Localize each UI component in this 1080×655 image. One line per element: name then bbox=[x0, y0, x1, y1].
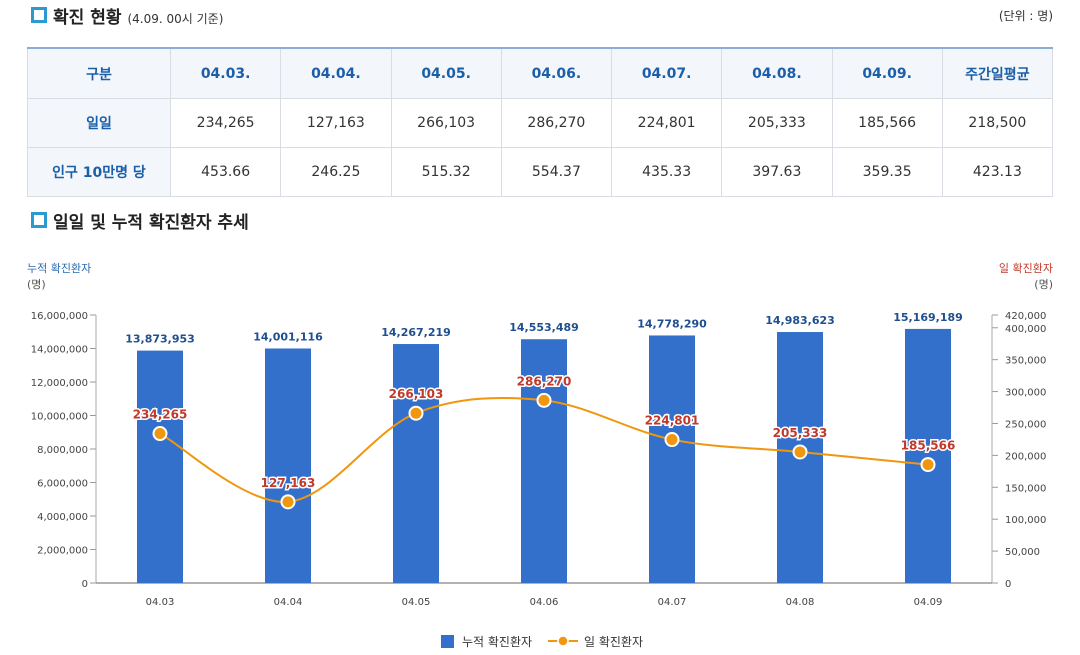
right-axis-unit: (명) bbox=[1034, 278, 1053, 291]
right-axis-tick-label: 150,000 bbox=[1005, 483, 1046, 494]
right-axis-tick-label: 400,000 bbox=[1005, 324, 1046, 335]
table-column-header: 주간일평균 bbox=[941, 47, 1054, 99]
bar-data-label: 14,001,116 bbox=[253, 330, 323, 343]
line-data-label: 185,566 bbox=[901, 439, 956, 453]
table-cell: 423.13 bbox=[941, 147, 1054, 197]
section-marker-icon bbox=[31, 7, 47, 23]
x-axis-tick-label: 04.05 bbox=[402, 597, 431, 608]
table-cell: 435.33 bbox=[610, 147, 723, 197]
table-cell: 234,265 bbox=[169, 98, 282, 148]
stats-table: 구분 04.03. 04.04. 04.05. 04.06. 04.07. 04.08. 04… bbox=[27, 47, 1054, 197]
line-data-label: 127,163 bbox=[261, 476, 316, 490]
line-data-label: 266,103 bbox=[389, 387, 444, 401]
x-axis-tick-label: 04.07 bbox=[658, 597, 687, 608]
left-axis-tick-label: 14,000,000 bbox=[31, 345, 88, 356]
legend-line-label: 일 확진환자 bbox=[584, 635, 643, 649]
line-data-label: 205,333 bbox=[773, 426, 828, 440]
right-axis-tick-label: 0 bbox=[1005, 579, 1011, 590]
section-marker-icon bbox=[31, 212, 47, 228]
x-axis-tick-label: 04.03 bbox=[146, 597, 175, 608]
line-data-label: 234,265 bbox=[133, 408, 188, 422]
bar-data-label: 14,778,290 bbox=[637, 317, 707, 330]
right-axis-tick-label: 250,000 bbox=[1005, 419, 1046, 430]
unit-label: (단위 : 명) bbox=[998, 9, 1053, 23]
table-cell: 359.35 bbox=[831, 147, 943, 197]
table-row-header: 일일 bbox=[27, 98, 171, 148]
table-row-header: 인구 10만명 당 bbox=[27, 147, 171, 197]
table-cell: 266,103 bbox=[390, 98, 502, 148]
table-cell: 286,270 bbox=[500, 98, 613, 148]
left-axis-tick-label: 16,000,000 bbox=[31, 311, 88, 322]
bar-cumulative bbox=[393, 344, 439, 583]
bar-data-label: 13,873,953 bbox=[125, 333, 195, 346]
line-point bbox=[920, 457, 936, 473]
left-axis-tick-label: 6,000,000 bbox=[37, 479, 88, 490]
table-column-header: 04.04. bbox=[280, 47, 392, 99]
left-axis-tick-label: 0 bbox=[82, 579, 88, 590]
table-cell: 453.66 bbox=[169, 147, 282, 197]
legend-bar-label: 누적 확진환자 bbox=[462, 635, 532, 649]
line-point bbox=[664, 432, 680, 448]
bar-data-label: 14,553,489 bbox=[509, 321, 579, 334]
x-axis-tick-label: 04.04 bbox=[274, 597, 303, 608]
bar-data-label: 14,983,623 bbox=[765, 314, 835, 327]
line-data-label: 224,801 bbox=[645, 414, 700, 428]
table-column-header: 04.03. bbox=[169, 47, 282, 99]
bar-cumulative bbox=[649, 335, 695, 583]
x-axis-tick-label: 04.08 bbox=[786, 597, 815, 608]
left-axis-tick-label: 2,000,000 bbox=[37, 546, 88, 557]
left-axis-tick-label: 8,000,000 bbox=[37, 445, 88, 456]
table-row: 인구 10만명 당 453.66 246.25 515.32 554.37 435.33 3… bbox=[27, 147, 1054, 197]
line-data-label: 286,270 bbox=[517, 374, 572, 388]
table-column-header: 구분 bbox=[27, 47, 171, 99]
left-axis-tick-label: 12,000,000 bbox=[31, 378, 88, 389]
page-subtitle: (4.09. 00시 기준) bbox=[127, 12, 224, 26]
left-axis-label: 누적 확진환자 bbox=[27, 262, 91, 275]
line-point bbox=[792, 444, 808, 460]
bar-cumulative bbox=[905, 328, 951, 583]
bar-data-label: 14,267,219 bbox=[381, 326, 451, 339]
bar-cumulative bbox=[137, 350, 183, 583]
line-point bbox=[152, 426, 168, 442]
right-axis-tick-label: 420,000 bbox=[1005, 311, 1046, 322]
table-row: 일일 234,265 127,163 266,103 286,270 224,801 205… bbox=[27, 98, 1054, 148]
line-point bbox=[280, 494, 296, 510]
legend-bar-swatch bbox=[441, 635, 454, 648]
table-cell: 554.37 bbox=[500, 147, 613, 197]
x-axis-tick-label: 04.09 bbox=[914, 597, 943, 608]
bar-data-label: 15,169,189 bbox=[893, 311, 963, 324]
right-axis-tick-label: 200,000 bbox=[1005, 451, 1046, 462]
legend-line-marker bbox=[557, 635, 569, 647]
bar-cumulative bbox=[265, 348, 311, 583]
right-axis-label: 일 확진환자 bbox=[999, 261, 1053, 275]
table-column-header: 04.08. bbox=[721, 47, 833, 99]
bar-cumulative bbox=[521, 339, 567, 583]
right-axis-tick-label: 100,000 bbox=[1005, 515, 1046, 526]
x-axis-tick-label: 04.06 bbox=[530, 597, 559, 608]
page-title: 확진 현황 (4.09. 00시 기준) bbox=[53, 8, 224, 28]
left-axis-tick-label: 4,000,000 bbox=[37, 512, 88, 523]
table-column-header: 04.06. bbox=[500, 47, 613, 99]
table-cell: 515.32 bbox=[390, 147, 502, 197]
table-cell: 205,333 bbox=[721, 98, 833, 148]
right-axis-tick-label: 300,000 bbox=[1005, 388, 1046, 399]
table-cell: 397.63 bbox=[721, 147, 833, 197]
table-cell: 224,801 bbox=[610, 98, 723, 148]
left-axis-tick-label: 10,000,000 bbox=[31, 412, 88, 423]
left-axis-unit: (명) bbox=[27, 278, 46, 291]
right-axis-tick-label: 50,000 bbox=[1005, 547, 1040, 558]
line-point bbox=[536, 392, 552, 408]
table-column-header: 04.07. bbox=[610, 47, 723, 99]
table-cell: 127,163 bbox=[280, 98, 392, 148]
right-axis-tick-label: 350,000 bbox=[1005, 356, 1046, 367]
chart-title: 일일 및 누적 확진환자 추세 bbox=[53, 213, 249, 233]
table-header-row: 구분 04.03. 04.04. 04.05. 04.06. 04.07. 04.08. 04… bbox=[27, 47, 1054, 99]
line-point bbox=[408, 405, 424, 421]
